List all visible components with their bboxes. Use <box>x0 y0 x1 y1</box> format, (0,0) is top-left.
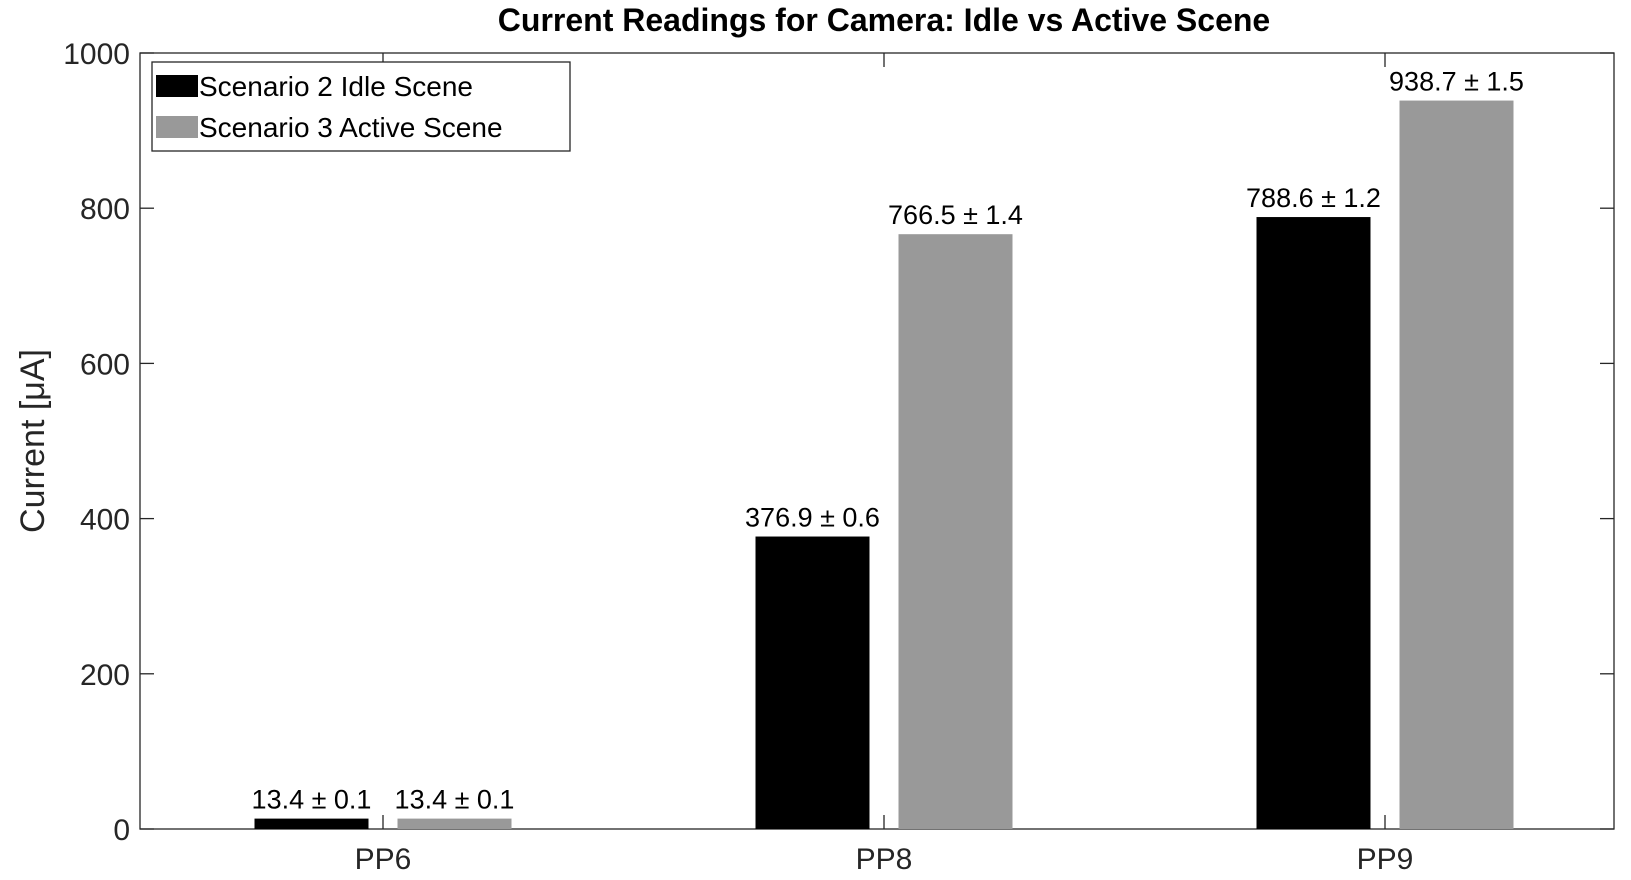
plot-area: 0 200 400 600 800 1000 PP6 PP8 PP9 13.4 ± 0.1 376.… <box>63 38 1615 876</box>
y-tick-label: 0 <box>113 814 130 847</box>
legend-swatch <box>156 116 198 138</box>
chart-title: Current Readings for Camera: Idle vs Act… <box>498 2 1270 38</box>
bar-idle-pp8 <box>755 536 870 829</box>
data-label: 13.4 ± 0.1 <box>395 785 515 815</box>
x-tick-label: PP8 <box>856 843 913 876</box>
bar-idle-pp6 <box>254 818 369 829</box>
y-tick-label: 600 <box>80 348 130 381</box>
x-tick-label: PP9 <box>1357 843 1414 876</box>
bar-active-pp6 <box>397 818 512 829</box>
x-tick-label: PP6 <box>355 843 412 876</box>
axes-box <box>139 52 1615 830</box>
data-label: 938.7 ± 1.5 <box>1389 67 1524 97</box>
y-axis-label: Current [μA] <box>14 349 52 533</box>
legend: Scenario 2 Idle Scene Scenario 3 Active S… <box>151 61 571 152</box>
legend-entry: Scenario 2 Idle Scene <box>199 71 473 102</box>
data-label: 376.9 ± 0.6 <box>745 503 880 533</box>
y-tick-label: 800 <box>80 193 130 226</box>
data-label: 13.4 ± 0.1 <box>252 785 372 815</box>
bar-active-pp9 <box>1399 100 1514 830</box>
legend-entry: Scenario 3 Active Scene <box>199 112 503 143</box>
y-tick-label: 200 <box>80 659 130 692</box>
y-tick-label: 1000 <box>63 38 130 71</box>
bar-idle-pp9 <box>1256 217 1371 830</box>
y-tick-label: 400 <box>80 504 130 537</box>
legend-box <box>151 61 571 152</box>
data-label: 766.5 ± 1.4 <box>888 200 1023 230</box>
data-label: 788.6 ± 1.2 <box>1246 183 1381 213</box>
legend-swatch <box>156 75 198 97</box>
bar-active-pp8 <box>898 234 1013 830</box>
